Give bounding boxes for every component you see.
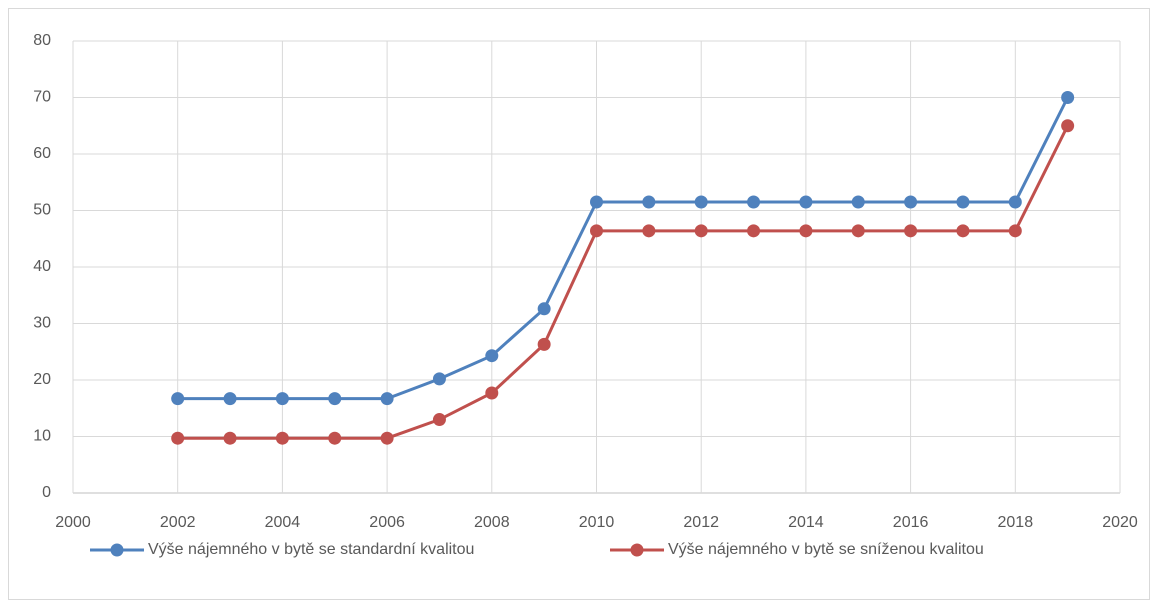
x-tick-label: 2014 — [788, 514, 824, 531]
point — [694, 224, 708, 238]
point — [642, 195, 656, 209]
x-tick-label: 2004 — [265, 514, 301, 531]
legend-label: Výše nájemného v bytě se standardní kval… — [148, 541, 474, 558]
y-tick-label: 0 — [42, 484, 51, 501]
point — [904, 195, 918, 209]
x-tick-label: 2020 — [1102, 514, 1138, 531]
point — [275, 392, 289, 406]
point — [851, 224, 865, 238]
y-tick-label: 50 — [33, 202, 51, 219]
x-tick-label: 2010 — [579, 514, 615, 531]
legend-marker — [110, 543, 124, 557]
point — [1008, 195, 1022, 209]
series-line — [177, 125, 1069, 440]
legend-marker — [630, 543, 644, 557]
point — [275, 431, 289, 445]
series-line — [177, 96, 1069, 401]
y-tick-label: 80 — [33, 32, 51, 49]
point — [956, 224, 970, 238]
point — [380, 392, 394, 406]
y-tick-label: 20 — [33, 371, 51, 388]
x-tick-label: 2018 — [998, 514, 1034, 531]
point — [537, 302, 551, 316]
y-tick-label: 40 — [33, 258, 51, 275]
chart-frame — [8, 8, 1150, 600]
point — [590, 224, 603, 238]
point — [537, 337, 551, 351]
point — [1061, 119, 1075, 133]
point — [171, 392, 185, 406]
point — [328, 392, 342, 406]
x-tick-label: 2000 — [55, 514, 91, 531]
point — [432, 372, 446, 386]
point — [380, 431, 394, 445]
point — [747, 224, 761, 238]
point — [432, 413, 446, 427]
point — [799, 224, 813, 238]
point — [223, 392, 237, 406]
point — [747, 195, 761, 209]
point — [1008, 224, 1022, 238]
x-tick-label: 2012 — [683, 514, 719, 531]
point — [642, 224, 656, 238]
x-tick-label: 2006 — [369, 514, 405, 531]
point — [956, 195, 970, 209]
point — [485, 349, 499, 363]
y-tick-label: 60 — [33, 145, 51, 162]
legend-label: Výše nájemného v bytě se sníženou kvalit… — [668, 541, 984, 558]
point — [851, 195, 865, 209]
point — [904, 224, 918, 238]
point — [485, 386, 499, 400]
point — [328, 431, 342, 445]
point — [590, 195, 603, 209]
point — [799, 195, 813, 209]
x-tick-label: 2008 — [474, 514, 510, 531]
x-tick-label: 2016 — [893, 514, 929, 531]
point — [1061, 91, 1075, 104]
y-tick-label: 70 — [33, 89, 51, 106]
point — [694, 195, 708, 209]
x-tick-label: 2002 — [160, 514, 196, 531]
point — [223, 431, 237, 445]
y-tick-label: 10 — [33, 428, 51, 445]
y-tick-label: 30 — [33, 315, 51, 332]
point — [171, 431, 185, 445]
